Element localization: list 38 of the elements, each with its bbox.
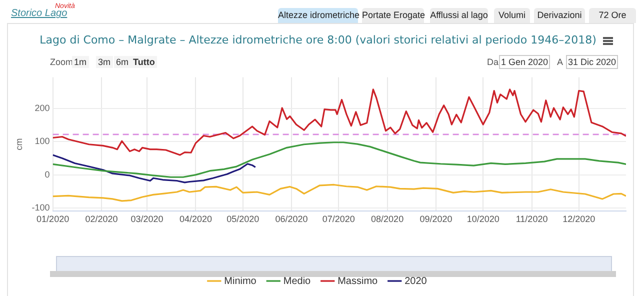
text: 6m — [114, 56, 131, 68]
x-tick-label: 05/2020 — [226, 214, 260, 224]
x-tick-label: 03/2020 — [130, 214, 164, 224]
legend-label: 2020 — [404, 276, 428, 287]
text: Afflussi al lago — [430, 8, 488, 23]
text: Volumi — [494, 8, 530, 23]
text: Da — [487, 57, 499, 67]
text: 3m — [96, 56, 113, 68]
chart-title: Lago di Como – Malgrate – Altezze idrometriche ore 8:00 (valori storici relativi al periodo 1946–2018) — [40, 33, 596, 46]
y-axis-title: cm — [14, 138, 24, 150]
y-tick-label: 100 — [34, 136, 50, 146]
y-tick-label: -100 — [32, 202, 50, 212]
y-tick-label: 200 — [34, 103, 50, 114]
legend-label: Medio — [283, 276, 312, 287]
text: A — [557, 57, 564, 67]
text: Zoom — [50, 57, 74, 67]
text: Derivazioni — [534, 8, 585, 23]
legend-label: Massimo — [338, 276, 378, 287]
text: Tutto — [131, 56, 157, 68]
x-tick-label: 09/2020 — [420, 214, 452, 224]
x-tick-label: 10/2020 — [466, 214, 500, 224]
x-tick-label: 04/2020 — [179, 214, 212, 224]
x-tick-label: 11/2020 — [516, 214, 548, 224]
x-tick-label: 06/2020 — [275, 214, 308, 224]
text: Portate Erogate — [362, 8, 426, 23]
text: Altezze idrometriche — [278, 8, 360, 23]
x-tick-label: 12/2020 — [562, 214, 596, 224]
text: 72 Ore — [589, 8, 636, 23]
text: 1m — [72, 56, 89, 68]
y-tick-label: 0 — [44, 169, 50, 180]
x-tick-label: 02/2020 — [85, 214, 118, 224]
text: 1 Gen 2020 — [499, 55, 550, 69]
x-tick-label: 01/2020 — [36, 214, 70, 224]
text: 31 Dic 2020 — [566, 55, 618, 69]
legend-label: Minimo — [224, 276, 257, 287]
x-tick-label: 07/2020 — [322, 214, 355, 224]
text: Storico Lago — [11, 8, 68, 19]
x-tick-label: 08/2020 — [371, 214, 404, 224]
